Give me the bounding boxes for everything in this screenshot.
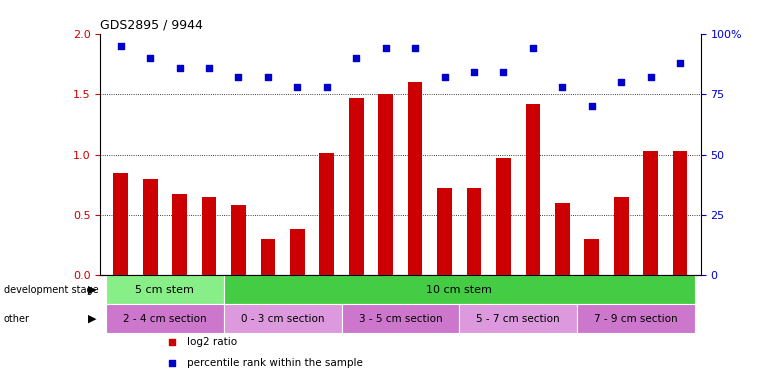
Text: percentile rank within the sample: percentile rank within the sample	[187, 358, 363, 368]
Text: 2 - 4 cm section: 2 - 4 cm section	[123, 314, 206, 324]
Point	[144, 55, 156, 61]
Point	[291, 84, 303, 90]
Bar	[673, 151, 688, 275]
Point	[203, 64, 215, 70]
Point	[527, 45, 539, 51]
Bar	[643, 151, 658, 275]
Text: ▶: ▶	[88, 314, 96, 324]
Text: ▶: ▶	[88, 285, 96, 295]
Bar	[106, 304, 224, 333]
Point	[644, 74, 657, 80]
Point	[166, 360, 179, 366]
Text: 10 cm stem: 10 cm stem	[427, 285, 492, 295]
Bar	[526, 104, 541, 275]
Point	[674, 60, 686, 66]
Bar	[378, 94, 393, 275]
Point	[115, 43, 127, 49]
Text: 3 - 5 cm section: 3 - 5 cm section	[359, 314, 442, 324]
Bar	[202, 197, 216, 275]
Text: log2 ratio: log2 ratio	[187, 337, 237, 346]
Bar	[106, 275, 224, 304]
Bar	[496, 158, 511, 275]
Point	[320, 84, 333, 90]
Point	[409, 45, 421, 51]
Point	[262, 74, 274, 80]
Bar	[437, 188, 452, 275]
Point	[380, 45, 392, 51]
Text: 7 - 9 cm section: 7 - 9 cm section	[594, 314, 678, 324]
Bar	[172, 194, 187, 275]
Point	[586, 103, 598, 109]
Bar	[320, 153, 334, 275]
Bar	[555, 203, 570, 275]
Text: 0 - 3 cm section: 0 - 3 cm section	[241, 314, 324, 324]
Bar	[260, 239, 276, 275]
Point	[166, 339, 179, 345]
Point	[350, 55, 363, 61]
Text: GDS2895 / 9944: GDS2895 / 9944	[100, 18, 203, 31]
Bar	[290, 230, 305, 275]
Text: development stage: development stage	[4, 285, 99, 295]
Point	[615, 79, 628, 85]
Point	[438, 74, 450, 80]
Bar	[224, 275, 695, 304]
Point	[468, 69, 480, 75]
Bar	[614, 197, 628, 275]
Bar	[584, 239, 599, 275]
Point	[497, 69, 510, 75]
Text: 5 cm stem: 5 cm stem	[136, 285, 194, 295]
Bar	[467, 188, 481, 275]
Bar	[231, 205, 246, 275]
Text: 5 - 7 cm section: 5 - 7 cm section	[477, 314, 560, 324]
Bar	[349, 98, 363, 275]
Bar	[224, 304, 342, 333]
Bar	[142, 179, 158, 275]
Bar	[577, 304, 695, 333]
Point	[173, 64, 186, 70]
Bar	[113, 172, 128, 275]
Point	[556, 84, 568, 90]
Bar	[342, 304, 459, 333]
Bar	[459, 304, 577, 333]
Text: other: other	[4, 314, 30, 324]
Bar	[408, 82, 423, 275]
Point	[233, 74, 245, 80]
